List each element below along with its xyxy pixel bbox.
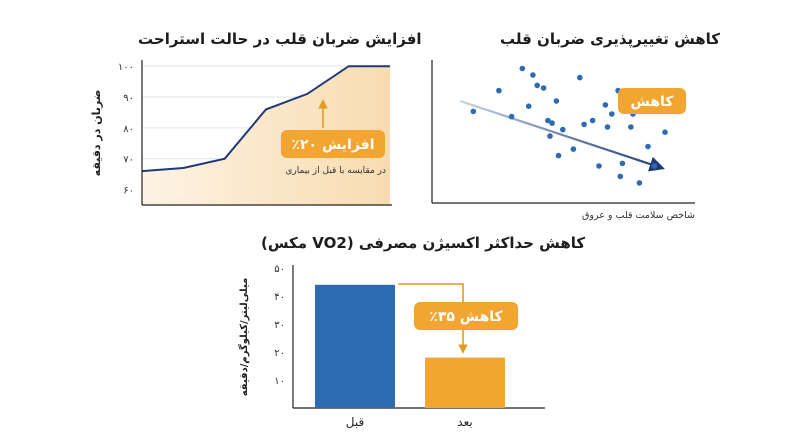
chart2-point [628, 124, 634, 130]
chart3-bar [315, 284, 395, 408]
chart2-point [617, 173, 624, 180]
chart2-point [636, 180, 643, 186]
chart2-point [619, 160, 626, 167]
chart1-y-tick-label: ۸۰ [123, 124, 134, 135]
chart1-y-tick-label: ۶۰ [123, 186, 134, 197]
chart2-point [589, 117, 596, 124]
chart2-point [508, 113, 515, 120]
chart3-category-label: قبل [346, 415, 364, 429]
chart1-annotation-note: در مقایسه با قبل از بیماری [285, 166, 386, 176]
chart3-bar [425, 357, 505, 408]
chart1-rest-heart-rate: ۶۰ ۷۰ ۸۰ ۹۰ ۱۰۰ ضربان در دقیقه افزایش ۲۰٪ در… [90, 60, 392, 206]
chart2-point [540, 85, 547, 91]
chart2-point [534, 82, 540, 89]
chart3-vo2max-bars: ۱۰ ۲۰ ۳۰ ۴۰ ۵۰ قبل بعد میلی‌لیتر/کیلوگرم/دقیق… [237, 264, 545, 429]
chart2-points [470, 65, 668, 186]
chart3-y-tick-label: ۱۰ [274, 376, 285, 387]
chart1-y-axis-label: ضربان در دقیقه [90, 90, 103, 177]
chart1-y-ticks: ۶۰ ۷۰ ۸۰ ۹۰ ۱۰۰ [118, 62, 134, 196]
chart2-point [560, 126, 566, 133]
chart3-y-ticks: ۱۰ ۲۰ ۳۰ ۴۰ ۵۰ [274, 264, 285, 387]
chart1-annotation-badge [281, 130, 385, 158]
chart2-point [545, 117, 551, 124]
chart2-point [496, 87, 502, 94]
chart2-point [549, 120, 555, 126]
chart2-annotation-badge [618, 88, 686, 114]
chart2-point [530, 72, 536, 78]
chart2-point [662, 129, 668, 135]
chart1-annotation-label: افزایش ۲۰٪ [291, 137, 374, 153]
chart2-point [470, 108, 477, 115]
chart3-y-tick-label: ۵۰ [274, 264, 285, 275]
chart2-title: کاهش تغییرپذیری ضربان قلب [500, 30, 721, 48]
chart2-point [547, 133, 553, 139]
chart2-point [577, 74, 583, 81]
chart2-point [570, 146, 577, 152]
chart2-point [555, 152, 562, 159]
chart2-annotation-label: کاهش [631, 94, 675, 110]
chart3-title: کاهش حداکثر اکسیژن مصرفی (VO2 مکس) [261, 234, 586, 252]
chart2-point [604, 124, 611, 130]
chart2-point [519, 65, 526, 72]
chart3-category-labels: قبل بعد [346, 415, 473, 429]
chart3-annotation-badge [414, 302, 518, 330]
chart3-annotation-label: کاهش ۳۵٪ [429, 309, 503, 325]
chart2-point [609, 111, 615, 117]
chart2-point [581, 121, 587, 128]
chart3-category-label: بعد [457, 415, 472, 429]
chart2-trend-arrow [459, 99, 665, 172]
chart3-y-tick-label: ۳۰ [274, 320, 285, 331]
chart2-point [553, 98, 560, 104]
chart2-point [602, 102, 609, 108]
chart1-series-line [141, 65, 390, 173]
chart1-y-tick-label: ۱۰۰ [118, 62, 134, 73]
chart2-point [651, 163, 658, 169]
chart3-y-tick-label: ۲۰ [274, 348, 285, 359]
chart3-bars [315, 284, 505, 408]
chart3-y-axis-label: میلی‌لیتر/کیلوگرم/دقیقه [237, 278, 250, 397]
chart2-x-axis-label: شاخص سلامت قلب و عروق [582, 210, 695, 221]
chart1-y-tick-label: ۹۰ [123, 93, 134, 104]
chart1-title: افزایش ضربان قلب در حالت استراحت [138, 30, 422, 48]
chart3-y-tick-label: ۴۰ [274, 292, 285, 303]
chart2-point [645, 143, 651, 150]
chart2-point [525, 103, 532, 109]
chart1-area-fill [142, 66, 390, 205]
chart1-y-tick-label: ۷۰ [123, 155, 134, 166]
chart2-point [596, 163, 602, 169]
chart2-hrv-scatter: کاهش شاخص سلامت قلب و عروق [431, 60, 695, 221]
